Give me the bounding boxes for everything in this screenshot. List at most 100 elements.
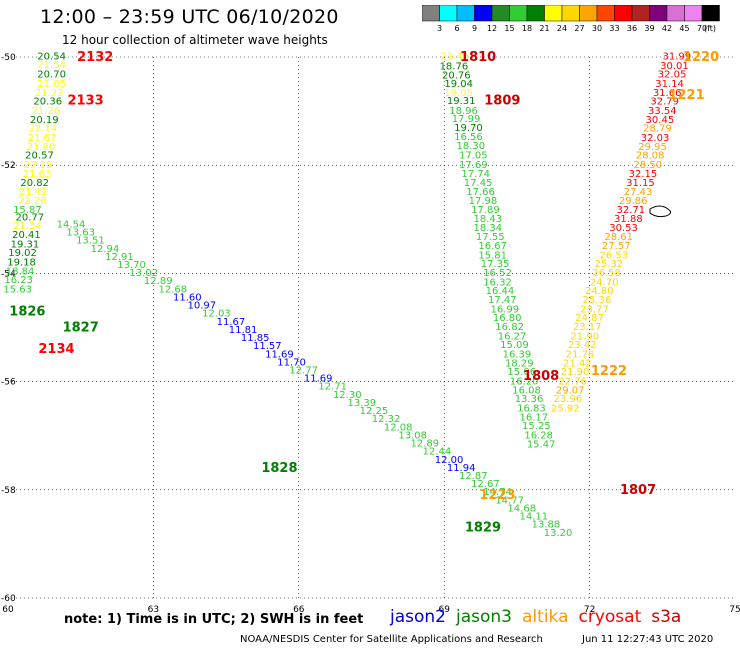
wave-height-label: 26.53: [600, 250, 629, 261]
footer-timestamp: Jun 11 12:27:43 UTC 2020: [582, 634, 714, 645]
wave-height-label: 20.41: [12, 230, 41, 241]
wave-height-label: 11.81: [229, 325, 258, 336]
wave-height-label: 12.94: [91, 244, 120, 255]
legend-altika: altika: [522, 607, 569, 627]
wave-height-label: 16.44: [486, 286, 515, 297]
wave-height-label: 11.60: [173, 292, 202, 303]
wave-height-label: 31.99: [663, 52, 692, 63]
wave-height-label: 20.36: [33, 97, 62, 108]
wave-height-label: 18.30: [457, 141, 486, 152]
track-id-label: 1827: [63, 321, 99, 336]
color-scale-label: 33: [609, 24, 619, 33]
wave-height-label: 16.28: [524, 430, 553, 441]
wave-height-label: 10.97: [188, 301, 217, 312]
track-id-label: 1220: [683, 50, 719, 65]
color-scale-label: 18: [522, 24, 532, 33]
color-scale-label: 45: [679, 24, 689, 33]
track-id-label: 2132: [77, 50, 113, 65]
y-tick-label: -58: [1, 486, 16, 496]
wave-height-label: 25.32: [595, 259, 624, 270]
wave-height-label: 19.31: [447, 96, 476, 107]
wave-height-label: 24.87: [575, 313, 604, 324]
x-tick-label: 69: [438, 605, 450, 615]
wave-height-label: 24.80: [585, 286, 614, 297]
wave-height-label: 21.26: [31, 106, 60, 117]
wave-height-label: 17.74: [461, 169, 490, 180]
wave-height-label: 15.81: [478, 250, 507, 261]
wave-height-label: 17.47: [488, 295, 517, 306]
wave-height-label: 17.55: [476, 232, 505, 243]
track-id-label: 2133: [67, 93, 103, 108]
y-tick-label: -54: [1, 269, 16, 279]
wave-height-label: 17.45: [464, 178, 493, 189]
wave-height-label: 17.05: [459, 151, 488, 162]
wave-height-label: 15.09: [500, 340, 529, 351]
chart-title: 12:00 – 23:59 UTC 06/10/2020: [40, 6, 339, 28]
wave-height-label: 30.01: [660, 61, 689, 72]
wave-height-label: 16.52: [483, 268, 512, 279]
wave-height-label: 16.67: [478, 241, 507, 252]
wave-height-label: 14.11: [520, 512, 549, 523]
wave-height-label: 12.89: [144, 276, 173, 287]
wave-height-label: 13.51: [76, 236, 105, 247]
color-scale-label: 70: [697, 24, 707, 33]
wave-height-label: 28.79: [643, 124, 672, 135]
wave-height-label: 16.39: [503, 349, 532, 360]
wave-height-label: 18.76: [440, 61, 469, 72]
color-scale-label: 6: [454, 24, 459, 33]
wave-height-label: 21.90: [570, 331, 599, 342]
color-scale-label: 9: [472, 24, 477, 33]
wave-height-label: 32.79: [650, 97, 679, 108]
island-outline: [649, 205, 672, 218]
wave-height-label: 23.17: [573, 322, 602, 333]
wave-height-label: 22.18: [24, 160, 53, 171]
wave-height-label: 16.99: [490, 304, 519, 315]
wave-height-label: 12.68: [158, 284, 187, 295]
wave-height-label: 19.70: [454, 123, 483, 134]
wave-height-label: 29.95: [638, 142, 667, 153]
wave-height-label: 15.06: [507, 367, 536, 378]
wave-height-label: 18.96: [449, 106, 478, 117]
wave-height-label: 33.54: [648, 106, 677, 117]
wave-height-label: 21.05: [37, 79, 66, 90]
wave-height-label: 19.31: [11, 239, 40, 250]
wave-height-label: 16.56: [454, 132, 483, 143]
wave-height-label: 13.63: [66, 228, 95, 239]
wave-height-label: 16.80: [493, 313, 522, 324]
legend-jason3: jason3: [456, 607, 512, 627]
wave-height-label: 31.14: [655, 79, 684, 90]
track-id-label: 1223: [479, 488, 515, 503]
wave-height-label: 14.74: [483, 487, 512, 498]
color-scale-label: (ft): [704, 24, 716, 33]
wave-height-label: 27.57: [602, 241, 631, 252]
x-tick-label: 72: [584, 605, 595, 615]
wave-height-label: 21.42: [563, 358, 592, 369]
wave-height-label: 17.89: [471, 205, 500, 216]
wave-height-label: 32.71: [616, 205, 645, 216]
wave-height-label: 11.69: [265, 349, 294, 360]
wave-height-label: 16.20: [510, 376, 539, 387]
wave-height-label: 17.99: [452, 114, 481, 125]
color-scale-label: 27: [574, 24, 584, 33]
color-scale-legend: 3 6 9 12 15 18 21 24 27 30 33 36 39 42 45 70(ft): [422, 5, 720, 33]
wave-height-label: 11.94: [447, 463, 476, 474]
y-tick-label: -52: [1, 161, 16, 171]
wave-height-label: 21.42: [19, 187, 48, 198]
wave-height-label: 21.23: [35, 88, 64, 99]
wave-height-label: 12.67: [471, 479, 500, 490]
wave-height-label: 25.36: [583, 295, 612, 306]
wave-height-label: 18.29: [505, 358, 534, 369]
color-scale-label: 30: [592, 24, 602, 33]
wave-height-label: 16.08: [512, 386, 541, 397]
chart-subtitle: 12 hour collection of altimeter wave hei…: [62, 33, 328, 47]
track-id-label: 1828: [261, 461, 297, 476]
wave-height-label: 16.83: [517, 403, 546, 414]
wave-height-label: 17.69: [459, 160, 488, 171]
wave-height-label: 28.61: [604, 232, 633, 243]
track-id-label: 1221: [668, 88, 704, 103]
wave-height-label: 18.84: [6, 266, 35, 277]
wave-height-label: 13.36: [515, 394, 544, 405]
x-tick-label: 63: [148, 605, 159, 615]
wave-height-label: 19.04: [444, 79, 473, 90]
wave-height-label: 21.67: [28, 133, 57, 144]
